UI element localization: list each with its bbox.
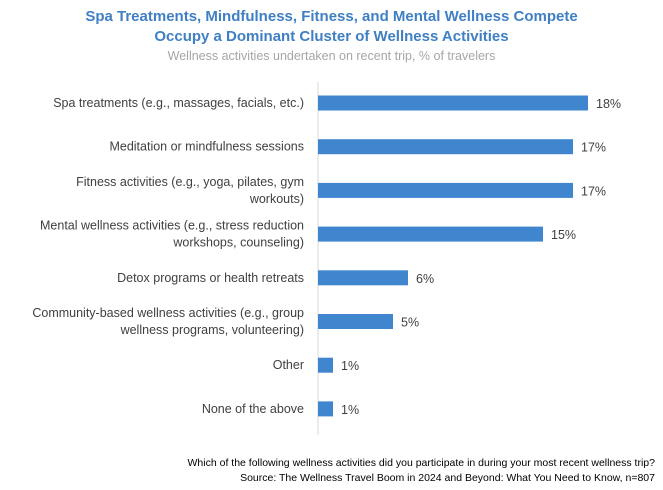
category-label-line: Mental wellness activities (e.g., stress…: [40, 219, 304, 233]
source-note: Source: The Wellness Travel Boom in 2024…: [240, 472, 655, 484]
bar: [318, 270, 408, 286]
data-label: 15%: [551, 228, 576, 242]
category-label: None of the above: [202, 402, 304, 416]
category-label: Meditation or mindfulness sessions: [109, 140, 304, 154]
category-label-line: workshops, counseling): [172, 236, 304, 250]
survey-question-note: Which of the following wellness activiti…: [187, 457, 655, 469]
category-label-line: Detox programs or health retreats: [117, 271, 304, 285]
category-label-line: Spa treatments (e.g., massages, facials,…: [53, 96, 304, 110]
bar: [318, 314, 393, 329]
category-label: Spa treatments (e.g., massages, facials,…: [53, 96, 304, 110]
bar: [318, 226, 543, 242]
category-label: Mental wellness activities (e.g., stress…: [40, 219, 304, 250]
data-label: 1%: [341, 359, 359, 373]
data-label: 17%: [581, 184, 606, 198]
chart-title-line-1: Spa Treatments, Mindfulness, Fitness, an…: [85, 8, 578, 25]
data-label: 6%: [416, 272, 434, 286]
data-label: 1%: [341, 403, 359, 417]
category-label-line: Fitness activities (e.g., yoga, pilates,…: [76, 175, 304, 189]
data-label: 18%: [596, 97, 621, 111]
category-label-line: Other: [273, 358, 304, 372]
category-label-line: None of the above: [202, 402, 304, 416]
chart-subtitle: Wellness activities undertaken on recent…: [167, 49, 496, 63]
data-label: 17%: [581, 141, 606, 155]
category-label: Fitness activities (e.g., yoga, pilates,…: [76, 175, 304, 206]
bar: [318, 95, 588, 111]
bar: [318, 182, 573, 198]
data-label: 5%: [401, 316, 419, 330]
bar: [318, 401, 333, 417]
category-label: Other: [273, 358, 304, 372]
category-label: Detox programs or health retreats: [117, 271, 304, 285]
bar: [318, 357, 333, 373]
category-label-line: Meditation or mindfulness sessions: [109, 140, 304, 154]
category-label-line: wellness programs, volunteering): [120, 323, 304, 337]
bar: [318, 139, 573, 155]
category-label-line: Community-based wellness activities (e.g…: [32, 306, 304, 320]
category-label-line: workouts): [249, 192, 304, 206]
category-label: Community-based wellness activities (e.g…: [32, 306, 304, 337]
chart-title-line-2: Occupy a Dominant Cluster of Wellness Ac…: [154, 28, 509, 45]
